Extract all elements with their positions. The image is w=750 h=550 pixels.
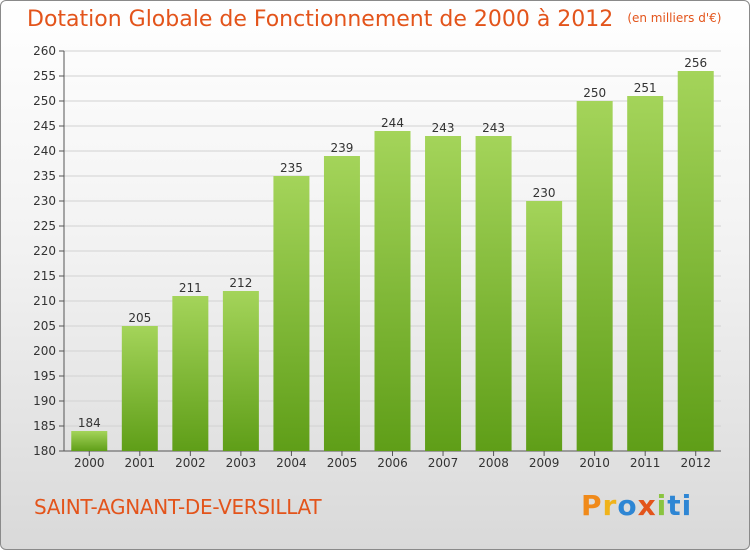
x-tick-labels: 2000 2001 2002 2003 2004 2005 2006 2007 2008 2009… [74, 456, 711, 470]
commune-name: SAINT-AGNANT-DE-VERSILLAT [34, 495, 322, 519]
bar [323, 156, 360, 451]
bar [172, 296, 209, 451]
x-tick-label: 2002 [175, 456, 206, 470]
y-tick-labels: 180 185 190 195 200 205 210 215 220 225 230 235 240 2… [33, 44, 56, 458]
data-label: 184 [78, 416, 101, 430]
bar [121, 326, 158, 451]
y-tick-label: 190 [33, 394, 56, 408]
y-tick-label: 250 [33, 94, 56, 108]
data-label: 243 [432, 121, 455, 135]
x-tick-label: 2010 [579, 456, 610, 470]
data-label: 243 [482, 121, 505, 135]
x-tick-label: 2004 [276, 456, 307, 470]
chart-title: Dotation Globale de Fonctionnement de 20… [27, 7, 721, 32]
y-tick-label: 195 [33, 369, 56, 383]
data-label: 244 [381, 116, 404, 130]
proxiti-logo: Proxiti [581, 489, 692, 522]
y-tick-label: 185 [33, 419, 56, 433]
y-tick-label: 200 [33, 344, 56, 358]
x-tick-label: 2011 [630, 456, 661, 470]
x-tick-label: 2008 [478, 456, 509, 470]
y-tick-label: 215 [33, 269, 56, 283]
bars [71, 71, 714, 451]
y-tick-label: 245 [33, 119, 56, 133]
logo-letter: o [617, 489, 638, 522]
y-tick-label: 230 [33, 194, 56, 208]
logo-letter: i [656, 489, 668, 522]
x-tick-label: 2012 [680, 456, 711, 470]
y-tick-label: 180 [33, 444, 56, 458]
x-tick-label: 2009 [529, 456, 560, 470]
logo-letter: ti [667, 489, 693, 522]
x-tick-label: 2000 [74, 456, 105, 470]
bar [576, 101, 613, 451]
logo-letter: x [637, 489, 657, 522]
data-label: 239 [331, 141, 354, 155]
chart-title-text: Dotation Globale de Fonctionnement de 20… [27, 7, 614, 32]
data-label: 230 [533, 186, 556, 200]
data-label: 250 [583, 86, 606, 100]
logo-letter: P [581, 489, 603, 522]
data-label: 212 [229, 276, 252, 290]
x-tick-label: 2001 [125, 456, 156, 470]
bar [526, 201, 563, 451]
chart-subtitle: (en milliers d'€) [627, 11, 722, 25]
y-tick-label: 240 [33, 144, 56, 158]
x-tick-label: 2005 [327, 456, 358, 470]
y-tick-label: 225 [33, 219, 56, 233]
y-tick-label: 255 [33, 69, 56, 83]
data-label: 251 [634, 81, 657, 95]
bar [374, 131, 411, 451]
data-label: 211 [179, 281, 202, 295]
x-tick-label: 2007 [428, 456, 459, 470]
bar [677, 71, 714, 451]
data-labels: 184 205 211 212 235 239 244 243 243 230 250 251 256 [78, 56, 707, 430]
x-tick-label: 2006 [377, 456, 408, 470]
data-label: 235 [280, 161, 303, 175]
bar [273, 176, 310, 451]
bar [425, 136, 462, 451]
data-label: 205 [128, 311, 151, 325]
y-tick-label: 210 [33, 294, 56, 308]
bar [627, 96, 664, 451]
data-label: 256 [684, 56, 707, 70]
bar [475, 136, 512, 451]
logo-letter: r [602, 489, 618, 522]
y-tick-label: 205 [33, 319, 56, 333]
x-tick-label: 2003 [226, 456, 257, 470]
y-tick-label: 235 [33, 169, 56, 183]
y-tick-label: 220 [33, 244, 56, 258]
bar [71, 431, 108, 451]
y-tick-label: 260 [33, 44, 56, 58]
bar [222, 291, 259, 451]
